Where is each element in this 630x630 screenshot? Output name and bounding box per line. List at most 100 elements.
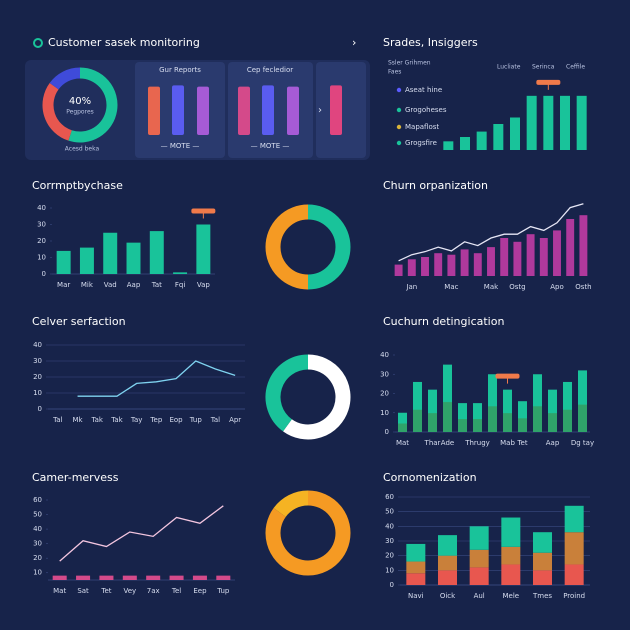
y-tick-label: 30: [33, 357, 42, 365]
card-title: Cep fecledior: [247, 66, 293, 74]
bar: [447, 254, 456, 276]
donut-segment: [42, 82, 73, 141]
donut-segment: [68, 67, 118, 143]
chart-title: Srades, Insiggers: [383, 36, 478, 49]
x-tick-label: Fqi: [175, 281, 185, 289]
card-bar: [238, 86, 250, 135]
y-tick-label: 20: [385, 552, 394, 560]
bar: [579, 215, 588, 276]
y-tick-label: 40: [380, 351, 389, 359]
x-tick-label: Vey: [123, 587, 136, 595]
card-bar: [287, 86, 299, 135]
x-tick-label: Tak: [91, 416, 104, 424]
x-tick-label: Osth: [575, 283, 591, 291]
bar: [52, 575, 67, 580]
y-tick-label: 40: [33, 525, 42, 533]
x-tick-label: Ostg: [509, 283, 525, 291]
chart-title: Celver serfaction: [32, 315, 126, 328]
header-arrow[interactable]: ›: [352, 36, 356, 49]
y-tick-label: 20: [33, 554, 42, 562]
stacked-bar: [533, 552, 552, 571]
legend-label: Mapaflost: [405, 123, 439, 131]
bar: [473, 403, 482, 432]
chart-title: Cuchurn detingication: [383, 315, 504, 328]
donut-segment: [265, 204, 309, 290]
bar: [394, 264, 403, 276]
y-tick-label: 50: [385, 508, 394, 516]
donut-segment: [265, 354, 309, 432]
x-tick-label: Mac: [444, 283, 458, 291]
note: Lucliate: [497, 64, 521, 71]
highlight-marker: [536, 79, 561, 85]
bar: [192, 575, 207, 580]
bar: [578, 370, 587, 432]
stacked-bar: [501, 564, 521, 585]
card-bar: [197, 86, 209, 135]
next-arrow[interactable]: ›: [318, 105, 322, 116]
chart-title: Cornomenization: [383, 471, 477, 484]
bar: [434, 253, 443, 276]
bar: [493, 124, 504, 150]
stacked-bar: [438, 535, 457, 556]
x-tick-label: Sat: [77, 587, 89, 595]
x-tick-label: Mele: [503, 592, 520, 600]
legend-swatch: [396, 87, 402, 93]
y-tick-label: 40: [37, 204, 46, 212]
bar: [553, 230, 561, 276]
y-tick-label: 20: [380, 390, 389, 398]
x-tick-label: Tet: [516, 439, 527, 447]
stacked-bar: [501, 546, 521, 565]
bar: [56, 250, 71, 274]
x-tick-label: Eop: [169, 416, 183, 424]
x-tick-label: 7ax: [147, 587, 160, 595]
donut-segment: [307, 204, 351, 290]
x-tick-label: Tak: [110, 416, 123, 424]
x-tick-label: Tal: [210, 416, 220, 424]
card-bar: [262, 85, 274, 135]
donut-segment: [49, 67, 81, 90]
y-tick-label: 30: [33, 540, 42, 548]
donut-center-label: 40%: [69, 96, 91, 107]
bar: [443, 364, 452, 432]
x-tick-label: Mik: [81, 281, 94, 289]
stacked-bar: [533, 570, 552, 585]
bar: [518, 401, 527, 432]
y-tick-label: 40: [385, 522, 394, 530]
note: Ssler Grihmen: [388, 60, 431, 67]
x-tick-label: Mar: [57, 281, 70, 289]
y-tick-label: 10: [33, 389, 42, 397]
bar: [473, 253, 482, 276]
chart-title: Corrmptbychase: [32, 179, 123, 192]
bar: [548, 389, 557, 432]
bar: [413, 381, 422, 432]
legend-swatch: [396, 124, 402, 130]
x-tick-label: Mak: [484, 283, 499, 291]
x-tick-label: Dg tay: [571, 439, 594, 447]
highlight-marker: [495, 373, 520, 379]
bar: [460, 249, 469, 276]
y-tick-label: 60: [385, 493, 394, 501]
bar: [173, 272, 188, 274]
bar: [488, 374, 497, 432]
bar: [543, 95, 554, 150]
bar: [146, 575, 161, 580]
legend-label: Grogoheses: [405, 106, 447, 114]
bar: [563, 381, 572, 432]
x-tick-label: Oick: [440, 592, 456, 600]
x-tick-label: Tay: [130, 416, 143, 424]
bar: [458, 403, 467, 432]
bar: [526, 234, 535, 276]
card-bar: [330, 85, 342, 135]
x-tick-label: Tep: [149, 416, 162, 424]
bar: [443, 141, 454, 150]
stacked-bar: [564, 505, 584, 533]
y-tick-label: 60: [33, 496, 42, 504]
card-title: Gur Reports: [159, 66, 201, 74]
x-tick-label: Aul: [474, 592, 485, 600]
y-tick-label: 0: [42, 270, 46, 278]
bar: [510, 117, 520, 150]
donut-segment: [283, 354, 351, 440]
stacked-bar: [406, 543, 426, 562]
y-tick-label: 0: [38, 405, 42, 413]
logo: [33, 38, 43, 48]
